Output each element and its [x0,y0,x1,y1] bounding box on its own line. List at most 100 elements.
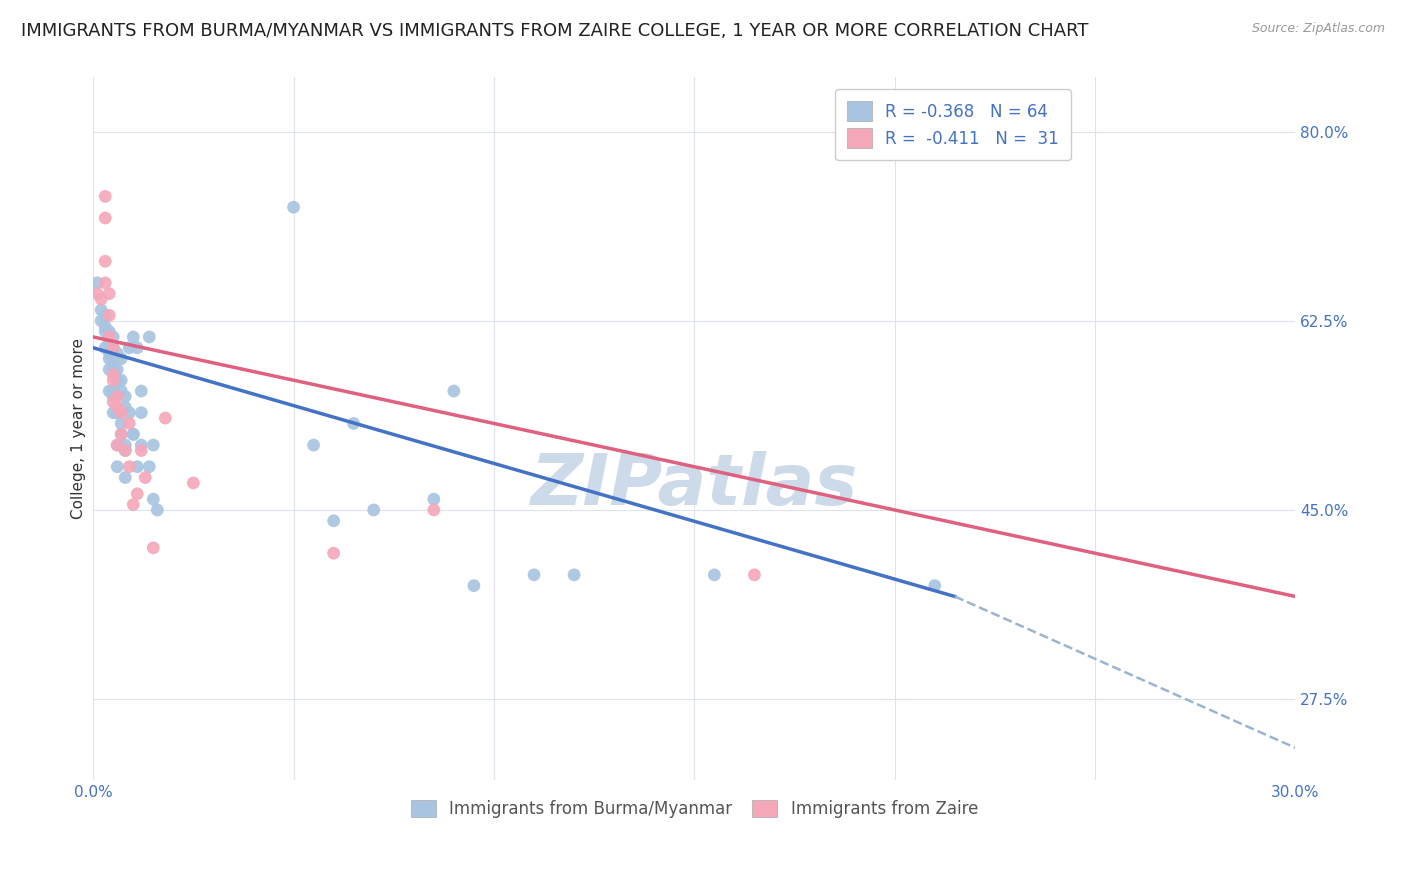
Point [118,406,141,420]
Point [94,319,117,334]
Point [94,325,117,339]
Point [110,384,132,398]
Point [138,330,160,344]
Point [122,330,145,344]
Point [105,406,128,420]
Point [90,302,112,317]
Point [423,492,446,507]
Point [703,567,725,582]
Point [105,362,128,376]
Point [110,427,132,442]
Point [103,341,125,355]
Point [129,384,152,398]
Y-axis label: College, 1 year or more: College, 1 year or more [72,338,86,519]
Point [155,411,177,425]
Point [110,417,132,431]
Point [86,276,108,290]
Point [523,567,546,582]
Point [98,309,121,323]
Point [98,362,121,376]
Point [127,459,149,474]
Point [183,475,205,490]
Point [86,286,108,301]
Point [103,357,125,371]
Point [114,443,136,458]
Point [90,292,112,306]
Point [129,438,152,452]
Point [103,368,125,382]
Point [146,503,169,517]
Point [118,341,141,355]
Point [98,351,121,366]
Point [142,541,165,555]
Text: ZIPatlas: ZIPatlas [530,450,858,520]
Point [94,309,117,323]
Point [114,401,136,415]
Point [562,567,585,582]
Point [90,314,112,328]
Point [302,438,325,452]
Legend: Immigrants from Burma/Myanmar, Immigrants from Zaire: Immigrants from Burma/Myanmar, Immigrant… [404,793,984,825]
Point [105,373,128,387]
Point [463,579,485,593]
Point [105,438,128,452]
Point [103,373,125,387]
Point [114,389,136,403]
Point [103,406,125,420]
Point [118,417,141,431]
Point [142,492,165,507]
Point [142,438,165,452]
Point [122,427,145,442]
Point [103,362,125,376]
Point [103,384,125,398]
Point [110,373,132,387]
Point [94,189,117,203]
Point [103,330,125,344]
Point [122,498,145,512]
Text: Source: ZipAtlas.com: Source: ZipAtlas.com [1251,22,1385,36]
Point [98,325,121,339]
Point [322,514,344,528]
Point [105,406,128,420]
Point [103,341,125,355]
Point [103,389,125,403]
Point [105,346,128,360]
Point [118,459,141,474]
Point [127,487,149,501]
Point [94,211,117,225]
Point [98,286,121,301]
Point [103,394,125,409]
Point [423,503,446,517]
Point [105,389,128,403]
Point [129,443,152,458]
Point [283,200,305,214]
Point [98,384,121,398]
Point [105,401,128,415]
Point [98,335,121,350]
Point [138,459,160,474]
Point [94,254,117,268]
Point [122,427,145,442]
Text: IMMIGRANTS FROM BURMA/MYANMAR VS IMMIGRANTS FROM ZAIRE COLLEGE, 1 YEAR OR MORE C: IMMIGRANTS FROM BURMA/MYANMAR VS IMMIGRA… [21,22,1088,40]
Point [114,470,136,484]
Point [363,503,385,517]
Point [322,546,344,560]
Point [94,341,117,355]
Point [134,470,156,484]
Point [110,351,132,366]
Point [110,427,132,442]
Point [98,330,121,344]
Point [443,384,465,398]
Point [105,459,128,474]
Point [105,438,128,452]
Point [924,579,946,593]
Point [127,341,149,355]
Point [98,346,121,360]
Point [129,406,152,420]
Point [114,443,136,458]
Point [110,406,132,420]
Point [343,417,366,431]
Point [114,438,136,452]
Point [94,276,117,290]
Point [744,567,766,582]
